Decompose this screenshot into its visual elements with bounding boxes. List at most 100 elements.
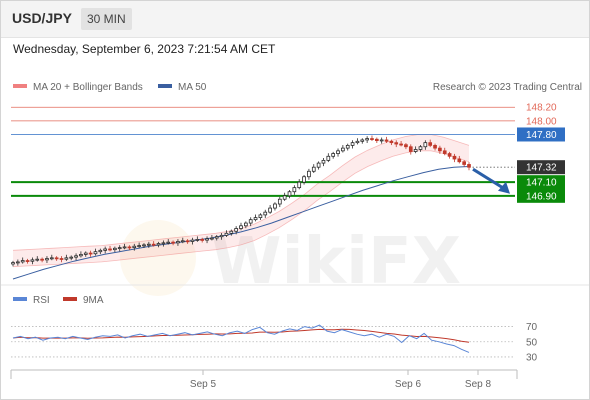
candle	[428, 139, 433, 148]
ma50-line	[12, 166, 470, 280]
chart-datetime: Wednesday, September 6, 2023 7:21:54 AM …	[13, 42, 276, 56]
candle	[287, 190, 292, 199]
candle	[54, 256, 59, 261]
candle	[341, 145, 345, 153]
candle	[389, 139, 394, 146]
candle	[438, 145, 442, 154]
bollinger-band-fill	[13, 134, 469, 267]
x-tick-label: Sep 8	[465, 379, 492, 390]
candle	[413, 146, 418, 154]
candle	[258, 213, 263, 221]
bollinger-lower	[12, 150, 470, 268]
candle	[59, 256, 64, 263]
candle	[394, 140, 399, 148]
candle	[292, 185, 297, 195]
candle	[379, 137, 384, 144]
candle	[132, 243, 137, 251]
moving-averages	[12, 166, 470, 280]
level-label-148.20: 148.20	[526, 103, 557, 114]
candle	[336, 148, 340, 157]
candle	[447, 151, 452, 159]
candle	[176, 239, 180, 246]
candle	[268, 205, 272, 214]
candle	[229, 229, 234, 236]
candle	[365, 136, 369, 143]
level-badge-146.90	[517, 188, 565, 203]
candle	[399, 140, 403, 147]
candle	[244, 221, 248, 229]
candle	[180, 237, 185, 244]
candle	[69, 255, 74, 261]
rsi-ma-line	[12, 328, 470, 343]
timeframe-badge[interactable]: 30 MIN	[81, 8, 132, 30]
candle	[195, 236, 200, 242]
level-label-146.90: 146.90	[526, 191, 557, 202]
rsi-level-label-30: 30	[526, 352, 538, 363]
candle	[127, 245, 132, 250]
candle	[205, 236, 209, 244]
candle	[418, 145, 423, 152]
candle	[103, 246, 108, 254]
candle	[462, 160, 466, 167]
candle	[297, 179, 302, 190]
candle	[248, 217, 253, 227]
candle	[200, 237, 205, 243]
rsi-legend-swatch	[13, 297, 27, 301]
candle	[142, 243, 146, 248]
candle	[122, 243, 127, 250]
rsi-level-label-70: 70	[526, 322, 538, 333]
candle	[64, 254, 69, 261]
candle	[156, 241, 161, 248]
candle	[79, 251, 83, 258]
candle	[190, 237, 195, 245]
level-badge-147.80	[517, 127, 565, 142]
candle	[16, 259, 20, 266]
candle	[433, 143, 437, 151]
candle	[161, 240, 166, 247]
candle	[355, 138, 360, 145]
candlesticks	[11, 135, 471, 267]
chart-header: USD/JPY 30 MIN	[1, 1, 589, 38]
x-tick-label: Sep 6	[395, 379, 422, 390]
candle	[457, 155, 462, 164]
candle	[360, 138, 365, 144]
candle	[442, 147, 447, 156]
candle	[273, 202, 277, 211]
candle	[171, 240, 175, 246]
candle	[45, 256, 49, 263]
rsi-level-label-50: 50	[526, 337, 538, 348]
candle	[224, 230, 229, 238]
rsi-panel: 70 50 30	[11, 322, 538, 363]
candle	[316, 161, 321, 170]
candle	[321, 157, 326, 167]
legend-credit: Research © 2023 Trading Central	[433, 82, 582, 93]
candle	[113, 246, 117, 253]
candle	[166, 239, 171, 245]
candle	[311, 164, 316, 173]
level-label-148.00: 148.00	[526, 116, 557, 127]
candle	[423, 140, 428, 150]
level-badge-147.10	[517, 175, 565, 190]
watermark: WikiFX	[120, 220, 461, 299]
candle	[234, 226, 238, 235]
rsi-line	[12, 324, 470, 353]
candle	[98, 248, 103, 255]
forecast-arrow-head	[498, 181, 510, 194]
price-level-labels: 148.20 148.00 147.80 147.32 147.10 146.90	[517, 103, 565, 203]
candle	[40, 257, 44, 263]
candle	[331, 151, 336, 159]
symbol-label: USD/JPY	[12, 10, 72, 26]
x-tick-label: Sep 5	[190, 379, 217, 390]
candle	[350, 140, 355, 149]
candle	[345, 143, 350, 151]
candle	[214, 235, 219, 241]
forecast-arrow-shaft	[472, 167, 507, 192]
candle	[74, 253, 78, 261]
candle	[151, 241, 156, 247]
watermark-text: WikiFX	[211, 225, 461, 299]
candle	[88, 250, 93, 257]
candle	[239, 222, 243, 231]
rsi-ma-legend-label: 9MA	[83, 295, 104, 306]
candle	[282, 192, 287, 201]
